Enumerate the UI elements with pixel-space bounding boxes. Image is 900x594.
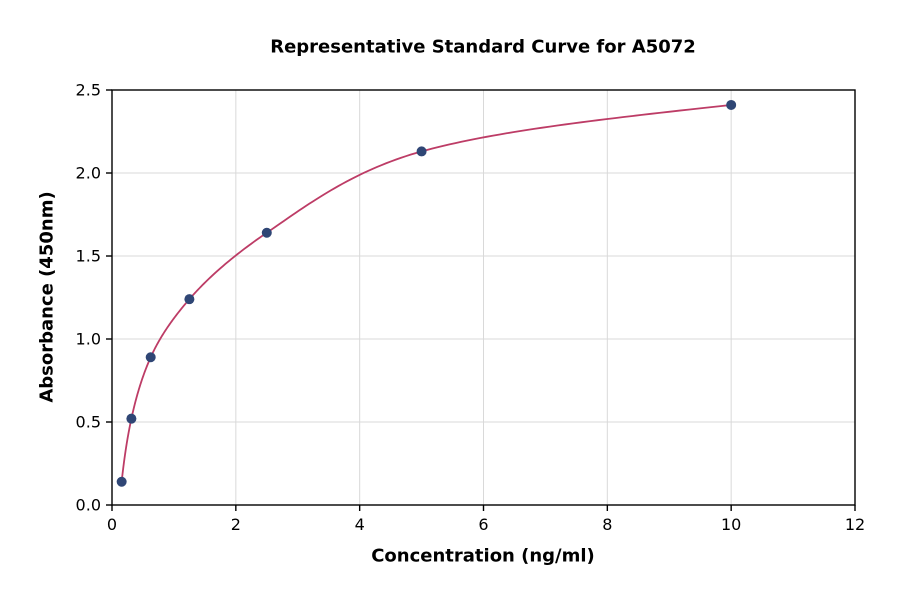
fitted-curve bbox=[120, 104, 733, 483]
x-tick-label: 8 bbox=[602, 515, 612, 534]
y-tick-label: 2.5 bbox=[76, 81, 101, 100]
data-point bbox=[184, 294, 195, 305]
x-tick-label: 6 bbox=[478, 515, 488, 534]
y-tick-label: 0.0 bbox=[76, 496, 101, 515]
x-tick-label: 10 bbox=[721, 515, 741, 534]
y-tick-label: 2.0 bbox=[76, 164, 101, 183]
data-point bbox=[261, 227, 272, 238]
y-tick-label: 1.0 bbox=[76, 330, 101, 349]
x-tick-label: 2 bbox=[231, 515, 241, 534]
x-axis-label: Concentration (ng/ml) bbox=[371, 545, 595, 567]
data-point bbox=[116, 476, 127, 487]
x-tick-label: 12 bbox=[845, 515, 865, 534]
data-point bbox=[126, 413, 137, 424]
x-tick-label: 0 bbox=[107, 515, 117, 534]
data-point bbox=[416, 146, 427, 157]
chart-title: Representative Standard Curve for A5072 bbox=[270, 36, 696, 58]
y-tick-label: 1.5 bbox=[76, 247, 101, 266]
data-point bbox=[726, 99, 737, 110]
y-axis-label: Absorbance (450nm) bbox=[36, 191, 58, 403]
data-point bbox=[145, 352, 156, 363]
y-tick-label: 0.5 bbox=[76, 413, 101, 432]
x-tick-label: 4 bbox=[355, 515, 365, 534]
